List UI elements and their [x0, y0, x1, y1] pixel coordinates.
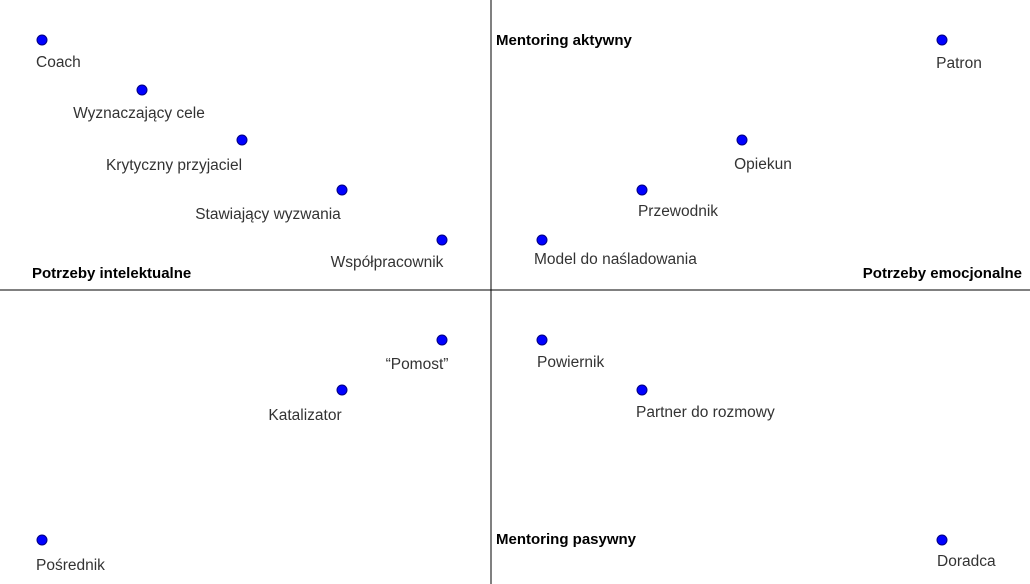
point-label: Partner do rozmowy	[636, 404, 775, 421]
point-krytyczny-przyjaciel: Krytyczny przyjaciel	[106, 134, 248, 174]
point-label: Stawiający wyzwania	[195, 206, 341, 223]
point-marker	[36, 34, 48, 46]
point-katalizator: Katalizator	[268, 384, 348, 424]
point-marker	[536, 334, 548, 346]
point-label: Katalizator	[268, 407, 341, 424]
point-marker	[336, 184, 348, 196]
point-marker	[936, 34, 948, 46]
point-model-do-nasladowania: Model do naśladowania	[534, 234, 697, 268]
point-label: Pośrednik	[36, 557, 105, 574]
point-label: Powiernik	[537, 354, 604, 371]
point-label: Patron	[936, 55, 982, 72]
point-doradca: Doradca	[936, 534, 996, 570]
point-wyznaczajacy-cele: Wyznaczający cele	[73, 84, 205, 122]
point-marker	[236, 134, 248, 146]
point-powiernik: Powiernik	[536, 334, 604, 371]
point-label: Współpracownik	[331, 254, 444, 271]
axis-label-right: Potrzeby emocjonalne	[863, 265, 1022, 282]
point-label: Przewodnik	[638, 203, 718, 220]
point-label: Model do naśladowania	[534, 251, 697, 268]
axis-label-left: Potrzeby intelektualne	[32, 265, 191, 282]
points-layer: Coach Wyznaczający cele Krytyczny przyjaci…	[36, 34, 996, 574]
point-patron: Patron	[936, 34, 982, 72]
point-marker	[636, 184, 648, 196]
point-label: Doradca	[937, 553, 996, 570]
point-posrednik: Pośrednik	[36, 534, 105, 574]
point-label: Krytyczny przyjaciel	[106, 157, 242, 174]
point-marker	[136, 84, 148, 96]
point-label: Coach	[36, 54, 81, 71]
point-marker	[936, 534, 948, 546]
point-przewodnik: Przewodnik	[636, 184, 718, 220]
point-marker	[736, 134, 748, 146]
point-marker	[636, 384, 648, 396]
point-label: Opiekun	[734, 156, 792, 173]
point-pomost: “Pomost”	[386, 334, 449, 373]
axis-label-bottom: Mentoring pasywny	[496, 531, 637, 548]
point-marker	[36, 534, 48, 546]
point-opiekun: Opiekun	[734, 134, 792, 173]
point-coach: Coach	[36, 34, 81, 71]
point-marker	[536, 234, 548, 246]
point-wspolpracownik: Współpracownik	[331, 234, 448, 271]
point-partner-do-rozmowy: Partner do rozmowy	[636, 384, 775, 421]
point-marker	[436, 334, 448, 346]
point-marker	[336, 384, 348, 396]
point-marker	[436, 234, 448, 246]
point-label: Wyznaczający cele	[73, 105, 205, 122]
axis-label-top: Mentoring aktywny	[496, 32, 633, 49]
point-stawiajacy-wyzwania: Stawiający wyzwania	[195, 184, 348, 223]
point-label: “Pomost”	[386, 356, 449, 373]
